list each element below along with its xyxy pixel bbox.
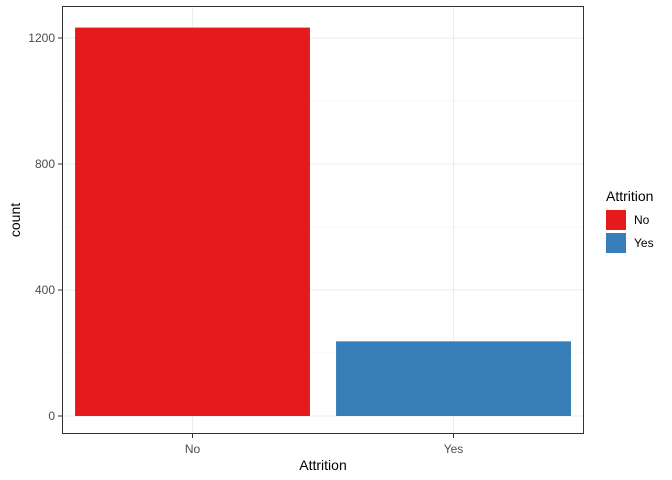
legend-label-yes: Yes	[634, 236, 654, 250]
x-axis-title: Attrition	[299, 457, 346, 473]
legend-key-no	[606, 210, 626, 230]
legend-title: Attrition	[606, 188, 653, 204]
legend-key-yes	[606, 233, 626, 253]
bar-no	[75, 27, 310, 416]
y-tick-label: 1200	[28, 31, 55, 45]
panel-border	[62, 6, 584, 434]
x-tick-label-yes: Yes	[444, 442, 464, 456]
y-axis-ticks: 0 400 800 1200	[28, 31, 62, 423]
y-axis-title: count	[7, 203, 23, 237]
y-tick-label: 400	[35, 283, 55, 297]
legend-label-no: No	[634, 213, 650, 227]
y-tick-label: 800	[35, 157, 55, 171]
bars-layer	[75, 27, 571, 416]
legend-entries: No Yes	[606, 210, 654, 253]
bar-yes	[336, 341, 571, 416]
x-tick-label-no: No	[185, 442, 201, 456]
legend: Attrition No Yes	[606, 188, 654, 253]
y-tick-label: 0	[48, 409, 55, 423]
x-axis-ticks: No Yes	[185, 434, 463, 456]
